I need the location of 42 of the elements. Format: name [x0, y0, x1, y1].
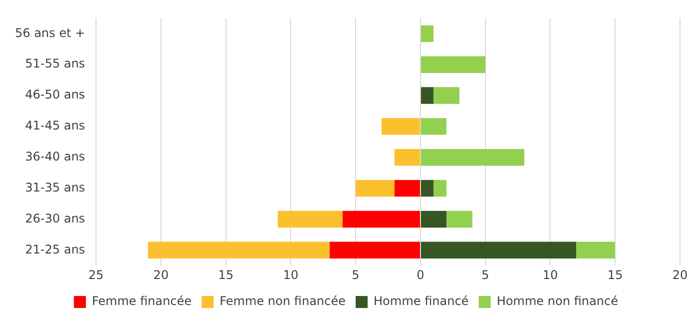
bar — [420, 25, 434, 42]
x-tick-label: 10 — [542, 268, 558, 282]
legend-label: Femme non financée — [220, 294, 346, 308]
y-tick-label: 46-50 ans — [25, 88, 86, 102]
y-tick-label: 31-35 ans — [25, 180, 86, 194]
x-tick-label: 15 — [218, 268, 234, 282]
bar — [382, 118, 420, 135]
y-tick-label: 41-45 ans — [25, 118, 86, 133]
x-tick-label: 20 — [153, 268, 169, 282]
bar — [420, 180, 434, 197]
y-tick-label: 36-40 ans — [25, 149, 86, 164]
x-tick-label: 5 — [352, 268, 360, 282]
x-tick-label: 0 — [416, 268, 424, 282]
legend-label: Femme financée — [92, 294, 192, 308]
bar — [394, 149, 420, 166]
bar — [420, 149, 524, 166]
legend-label: Homme non financé — [496, 294, 618, 308]
x-tick-label: 20 — [672, 268, 688, 282]
bar — [420, 56, 486, 73]
x-tick-label: 10 — [283, 268, 298, 282]
bar — [420, 210, 446, 228]
bar — [576, 242, 616, 258]
bar — [148, 242, 330, 258]
bar — [446, 210, 472, 228]
bar — [420, 242, 576, 258]
x-tick-label: 5 — [482, 268, 490, 282]
x-tick-label: 15 — [607, 268, 623, 282]
bar — [330, 242, 420, 258]
bar — [278, 210, 343, 228]
bar — [433, 87, 460, 104]
bar — [420, 87, 434, 104]
bar — [420, 118, 446, 135]
y-tick-label: 21-25 ans — [25, 242, 86, 256]
x-tick-label: 25 — [88, 268, 104, 282]
bar — [342, 210, 420, 228]
y-tick-label: 26-30 ans — [25, 211, 86, 226]
bar — [394, 180, 420, 197]
bar — [433, 180, 446, 197]
y-tick-label: 56 ans et + — [14, 26, 86, 40]
legend-label: Homme financé — [374, 294, 469, 308]
bar — [356, 180, 395, 197]
y-tick-label: 51-55 ans — [25, 56, 86, 71]
